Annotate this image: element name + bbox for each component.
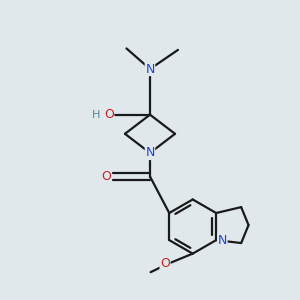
- Text: O: O: [101, 170, 111, 183]
- Text: N: N: [145, 62, 155, 76]
- Text: O: O: [160, 257, 170, 271]
- Text: H: H: [92, 110, 100, 120]
- Text: N: N: [145, 146, 155, 159]
- Text: N: N: [218, 234, 227, 247]
- Text: O: O: [104, 108, 114, 121]
